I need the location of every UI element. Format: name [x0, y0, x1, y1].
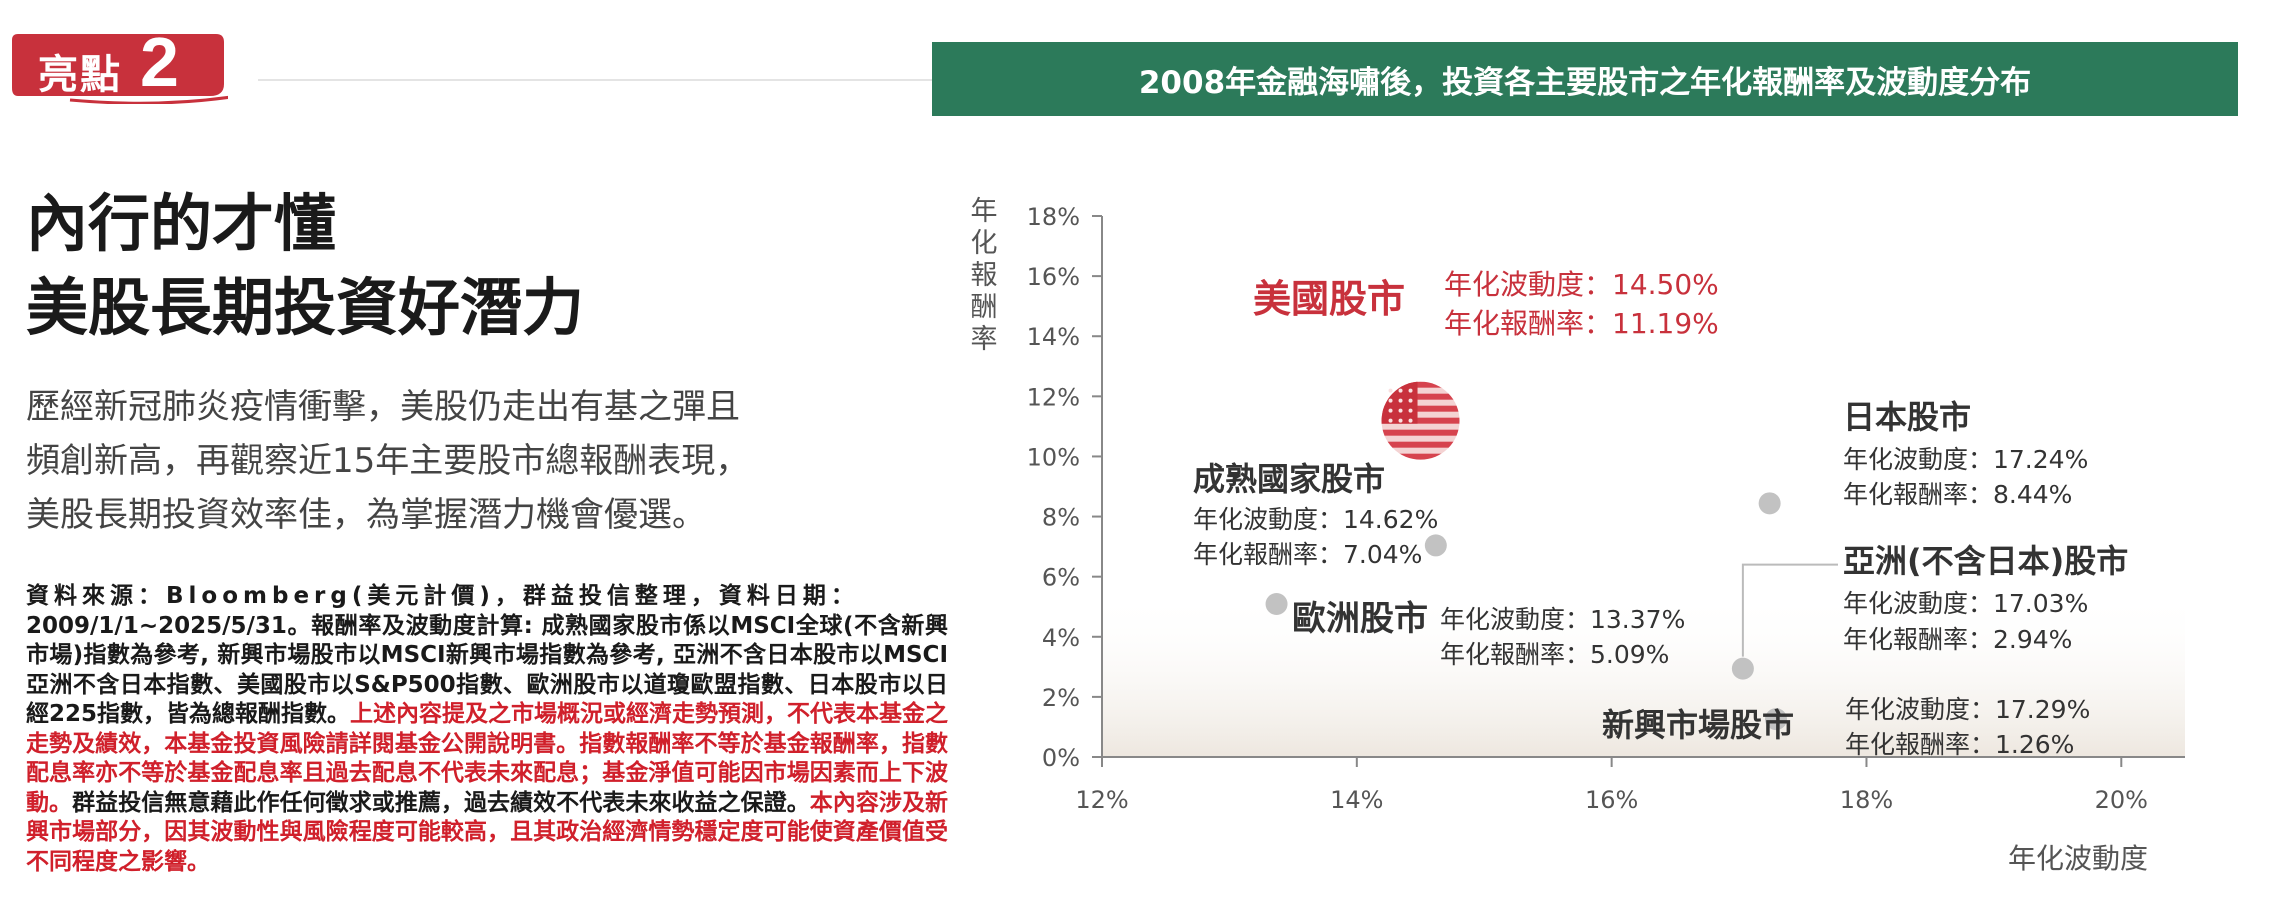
y-tick-label: 18%	[1027, 203, 1080, 231]
flag-star	[1408, 388, 1413, 393]
flag-star	[1398, 388, 1403, 393]
flag-stripe	[1381, 447, 1460, 455]
flag-stripe	[1381, 417, 1460, 425]
flag-stripe	[1381, 393, 1460, 401]
us-flag-icon	[1381, 381, 1460, 460]
y-axis-title-char: 率	[971, 324, 998, 355]
y-axis-title-char: 酬	[971, 292, 998, 323]
volatility-data-label: 年化波動度：17.03%	[1843, 589, 2088, 618]
return-data-label: 年化報酬率：5.09%	[1440, 640, 1669, 669]
intro-paragraph: 歷經新冠肺炎疫情衝擊，美股仍走出有基之彈且 頻創新高，再觀察近15年主要股市總報…	[26, 380, 906, 542]
x-tick-label: 18%	[1840, 786, 1893, 814]
flag-star	[1388, 398, 1393, 403]
x-tick-label: 12%	[1075, 786, 1128, 814]
flag-stripe	[1381, 435, 1460, 443]
flag-canton	[1381, 381, 1418, 424]
headline-line-1: 內行的才懂	[26, 187, 337, 260]
point-name-label: 成熟國家股市	[1193, 460, 1385, 498]
return-data-label: 年化報酬率：8.44%	[1843, 480, 2072, 509]
risk-disclaimer-2: 本內容涉及新興市場部分，因其波動性與風險程度可能較高，且其政治經濟情勢穩定度可能…	[26, 789, 949, 875]
y-axis-title-char: 化	[971, 228, 998, 259]
point-name-label: 美國股市	[1253, 277, 1405, 321]
y-tick-label: 16%	[1027, 263, 1080, 291]
data-point	[1765, 708, 1788, 731]
volatility-data-label: 年化波動度：17.24%	[1843, 445, 2088, 474]
headline: 內行的才懂 美股長期投資好潛力	[26, 182, 584, 350]
flag-star	[1398, 398, 1403, 403]
volatility-data-label: 年化波動度：14.62%	[1193, 505, 1438, 534]
return-data-label: 年化報酬率：7.04%	[1193, 540, 1422, 569]
header-divider	[258, 79, 938, 81]
data-point	[1758, 492, 1781, 515]
y-tick-label: 12%	[1027, 383, 1080, 411]
source-label: 資料來源：Bloomberg(美元計價)，群益投信整理，資料日期：	[26, 583, 859, 609]
flag-stripe	[1381, 399, 1460, 407]
source-methodology: 2009/1/1~2025/5/31。報酬率及波動度計算: 成熟國家股市係以MS…	[26, 612, 948, 728]
return-data-label: 年化報酬率：1.26%	[1845, 730, 2074, 759]
badge-number: 2	[140, 23, 179, 101]
return-data-label: 年化報酬率：2.94%	[1843, 625, 2072, 654]
no-solicitation-note: 群益投信無意藉此作任何徵求或推薦，過去績效不代表未來收益之保證。	[72, 789, 810, 816]
data-point	[1424, 534, 1447, 557]
flag-stripe	[1381, 429, 1460, 437]
y-tick-label: 6%	[1042, 564, 1080, 592]
flag-star	[1388, 388, 1393, 393]
x-tick-label: 14%	[1330, 786, 1383, 814]
flag-stripe	[1381, 453, 1460, 460]
chart-title-banner: 2008年金融海嘯後，投資各主要股市之年化報酬率及波動度分布	[932, 42, 2238, 116]
chart-title: 2008年金融海嘯後，投資各主要股市之年化報酬率及波動度分布	[1138, 64, 2032, 101]
volatility-data-label: 年化波動度：17.29%	[1845, 695, 2090, 724]
intro-line-3: 美股長期投資效率佳，為掌握潛力機會優選。	[26, 495, 706, 535]
y-tick-label: 0%	[1042, 744, 1080, 772]
flag-star	[1398, 408, 1403, 413]
plot-background	[1102, 591, 2185, 757]
y-tick-label: 14%	[1027, 323, 1080, 351]
data-point	[1731, 657, 1754, 680]
flag-stripe	[1381, 411, 1460, 419]
y-axis-title-char: 年	[971, 196, 998, 227]
flag-star	[1398, 418, 1403, 423]
flag-star	[1388, 418, 1393, 423]
flag-star	[1388, 408, 1393, 413]
return-data-label: 年化報酬率：11.19%	[1444, 307, 1719, 340]
risk-disclaimer-1: 上述內容提及之市場概況或經濟走勢預測，不代表本基金之走勢及績效，本基金投資風險請…	[26, 701, 949, 816]
flag-stripe	[1381, 387, 1460, 395]
y-axis-title-char: 報	[971, 260, 998, 291]
headline-line-2: 美股長期投資好潛力	[26, 271, 585, 344]
volatility-data-label: 年化波動度：14.50%	[1444, 268, 1719, 301]
x-tick-label: 16%	[1585, 786, 1638, 814]
badge-label: 亮點	[38, 52, 122, 98]
intro-line-2: 頻創新高，再觀察近15年主要股市總報酬表現，	[26, 441, 750, 481]
point-name-label: 亞洲(不含日本)股市	[1843, 542, 2128, 580]
x-tick-label: 20%	[2095, 786, 2148, 814]
flag-stripe	[1381, 423, 1460, 431]
source-disclaimer: 資料來源：Bloomberg(美元計價)，群益投信整理，資料日期： 2009/1…	[26, 582, 948, 877]
flag-stripe	[1381, 441, 1460, 449]
point-name-label: 歐洲股市	[1292, 599, 1428, 639]
flag-star	[1408, 408, 1413, 413]
y-tick-label: 4%	[1042, 624, 1080, 652]
point-name-label: 新興市場股市	[1602, 706, 1794, 744]
intro-line-1: 歷經新冠肺炎疫情衝擊，美股仍走出有基之彈且	[26, 387, 740, 427]
highlight-badge	[12, 34, 228, 104]
y-tick-label: 8%	[1042, 504, 1080, 532]
point-name-label: 日本股市	[1843, 398, 1971, 436]
flag-stripe	[1381, 381, 1460, 389]
y-tick-label: 2%	[1042, 684, 1080, 712]
flag-star	[1408, 418, 1413, 423]
volatility-data-label: 年化波動度：13.37%	[1440, 605, 1685, 634]
y-tick-label: 10%	[1027, 443, 1080, 471]
y-axis-title: 年化報酬率	[971, 196, 998, 355]
data-point	[1265, 593, 1288, 616]
flag-stripe	[1381, 405, 1460, 413]
x-axis-title: 年化波動度	[2008, 842, 2148, 875]
flag-star	[1408, 398, 1413, 403]
leader-line	[1741, 563, 1838, 657]
